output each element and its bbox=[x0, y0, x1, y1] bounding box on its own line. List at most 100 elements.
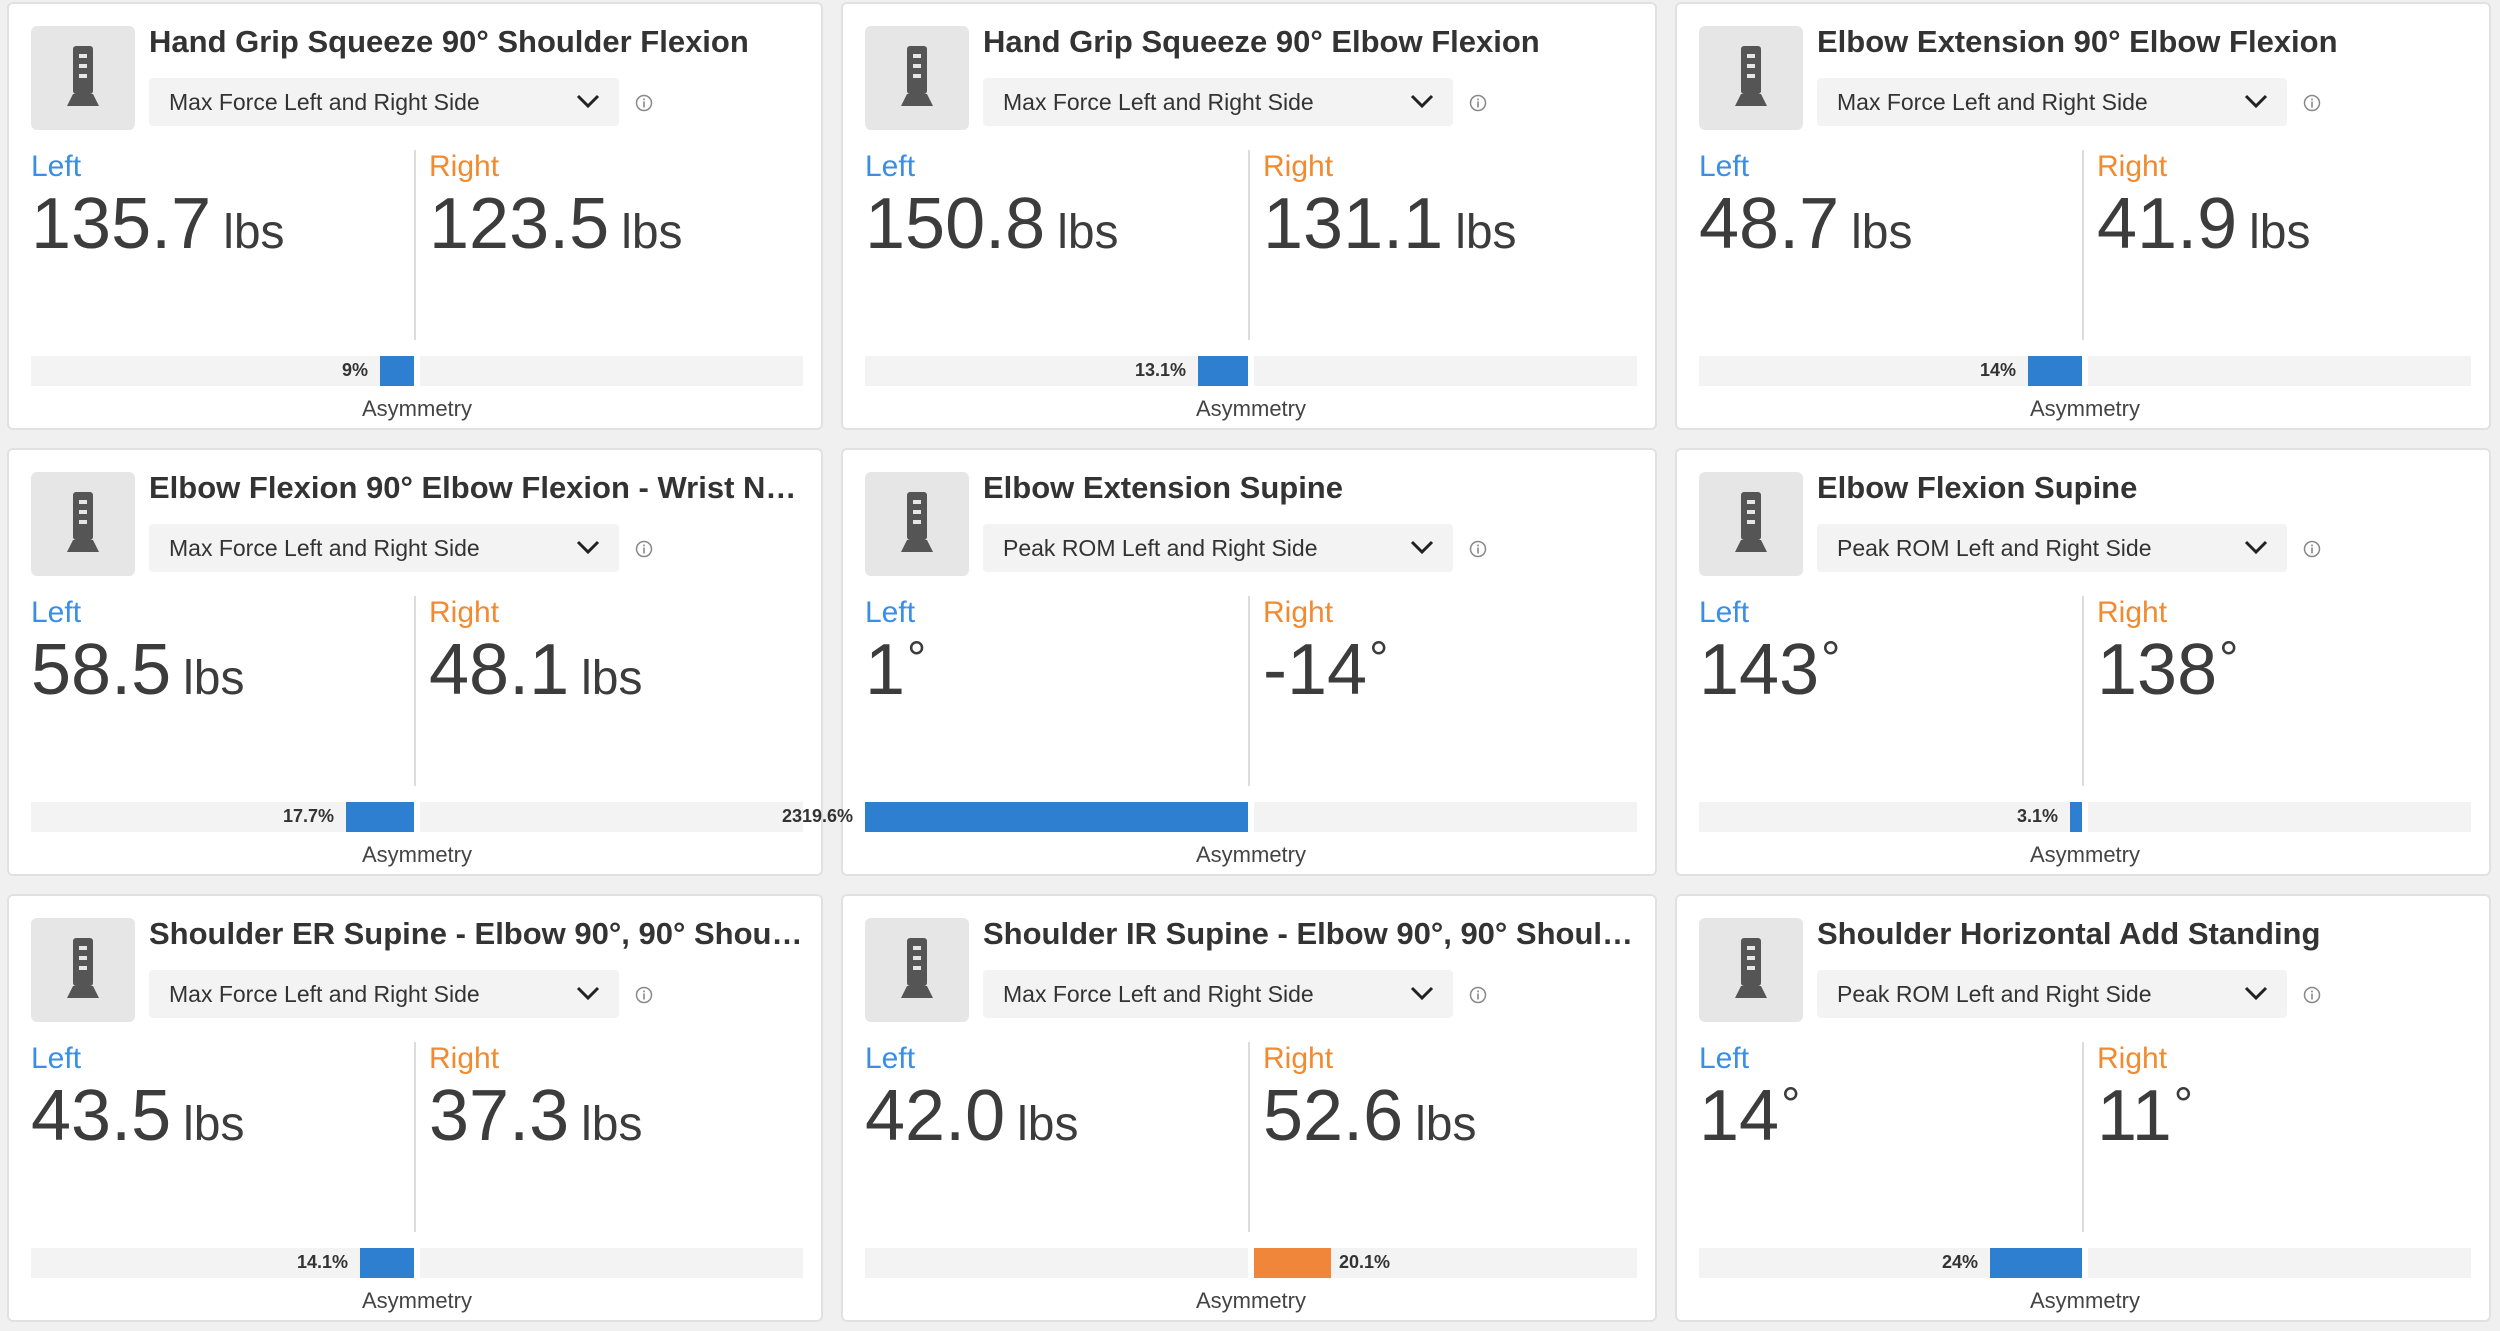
right-label: Right bbox=[1263, 1042, 1334, 1075]
chevron-down-icon bbox=[575, 90, 601, 112]
unit-label: lbs bbox=[1017, 1098, 1079, 1151]
test-title: Shoulder Horizontal Add Standing bbox=[1817, 916, 2321, 951]
unit-label: ° bbox=[1821, 633, 1841, 686]
asymmetry-bar bbox=[360, 1248, 414, 1278]
test-card: Shoulder IR Supine - Elbow 90°, 90° Shou… bbox=[841, 894, 1657, 1322]
chevron-down-icon bbox=[575, 536, 601, 558]
unit-label: lbs bbox=[2249, 206, 2311, 259]
right-value-number: -14 bbox=[1263, 630, 1368, 710]
left-label: Left bbox=[31, 1042, 82, 1075]
info-icon[interactable] bbox=[635, 540, 653, 558]
info-icon[interactable] bbox=[635, 94, 653, 112]
test-card: Hand Grip Squeeze 90° Shoulder Flexion Ma… bbox=[7, 2, 823, 430]
chevron-down-icon bbox=[2243, 536, 2269, 558]
unit-label: lbs bbox=[581, 652, 643, 705]
metric-select[interactable]: Peak ROM Left and Right Side bbox=[1817, 970, 2287, 1018]
metric-select[interactable]: Max Force Left and Right Side bbox=[983, 78, 1453, 126]
right-label: Right bbox=[429, 150, 500, 183]
metric-select[interactable]: Peak ROM Left and Right Side bbox=[1817, 524, 2287, 572]
asymmetry-percent: 20.1% bbox=[1339, 1252, 1391, 1272]
test-title: Shoulder ER Supine - Elbow 90°, 90° Shou… bbox=[149, 916, 805, 951]
device-tile bbox=[865, 26, 969, 130]
test-title: Hand Grip Squeeze 90° Shoulder Flexion bbox=[149, 24, 749, 59]
info-icon[interactable] bbox=[1469, 94, 1487, 112]
unit-label: lbs bbox=[1415, 1098, 1477, 1151]
unit-label: lbs bbox=[581, 1098, 643, 1151]
left-value-number: 1 bbox=[865, 630, 906, 710]
asymmetry-track-right bbox=[2088, 802, 2471, 832]
asymmetry-label: Asymmetry bbox=[1196, 396, 1306, 421]
unit-label: ° bbox=[2219, 633, 2239, 686]
device-tile bbox=[1699, 472, 1803, 576]
metric-select[interactable]: Max Force Left and Right Side bbox=[149, 524, 619, 572]
device-tile bbox=[865, 918, 969, 1022]
asymmetry-track-left bbox=[31, 1248, 414, 1278]
left-value-number: 143 bbox=[1699, 630, 1820, 710]
metric-select[interactable]: Peak ROM Left and Right Side bbox=[983, 524, 1453, 572]
left-value-number: 14 bbox=[1699, 1076, 1780, 1156]
metric-select-label: Peak ROM Left and Right Side bbox=[1837, 534, 2152, 561]
test-title: Shoulder IR Supine - Elbow 90°, 90° Shou… bbox=[983, 916, 1639, 951]
right-value: 138° bbox=[2097, 633, 2239, 706]
load-cell-icon bbox=[1731, 936, 1771, 1005]
left-value: 14° bbox=[1699, 1079, 1800, 1152]
asymmetry-track-left bbox=[865, 1248, 1248, 1278]
divider bbox=[414, 1042, 416, 1232]
info-icon[interactable] bbox=[2303, 540, 2321, 558]
asymmetry-track-right bbox=[420, 356, 803, 386]
info-icon[interactable] bbox=[2303, 986, 2321, 1004]
asymmetry-bar bbox=[2070, 802, 2082, 832]
asymmetry-label: Asymmetry bbox=[2030, 1288, 2140, 1313]
asymmetry-label: Asymmetry bbox=[2030, 842, 2140, 867]
right-label: Right bbox=[1263, 150, 1334, 183]
asymmetry-track-left bbox=[31, 356, 414, 386]
asymmetry-track-left bbox=[865, 356, 1248, 386]
unit-label: lbs bbox=[1851, 206, 1913, 259]
right-label: Right bbox=[1263, 596, 1334, 629]
asymmetry-percent: 14% bbox=[1979, 360, 2016, 380]
right-value: 123.5 lbs bbox=[429, 188, 683, 260]
right-value: 131.1 lbs bbox=[1263, 188, 1517, 260]
asymmetry-percent: 3.1% bbox=[2016, 806, 2058, 826]
asymmetry-track-right bbox=[1254, 356, 1637, 386]
right-label: Right bbox=[429, 1042, 500, 1075]
info-icon[interactable] bbox=[635, 986, 653, 1004]
info-icon[interactable] bbox=[1469, 986, 1487, 1004]
info-icon[interactable] bbox=[1469, 540, 1487, 558]
asymmetry-percent: 14.1% bbox=[296, 1252, 348, 1272]
metric-select[interactable]: Max Force Left and Right Side bbox=[149, 970, 619, 1018]
left-value-number: 42.0 bbox=[865, 1076, 1006, 1156]
load-cell-icon bbox=[897, 936, 937, 1005]
info-icon[interactable] bbox=[2303, 94, 2321, 112]
asymmetry-track-left bbox=[1699, 356, 2082, 386]
asymmetry-bar bbox=[346, 802, 414, 832]
right-value-number: 138 bbox=[2097, 630, 2218, 710]
asymmetry-bar bbox=[865, 802, 1248, 832]
right-label: Right bbox=[2097, 596, 2168, 629]
left-value: 58.5 lbs bbox=[31, 634, 245, 706]
metric-select-label: Max Force Left and Right Side bbox=[169, 980, 480, 1007]
asymmetry-label: Asymmetry bbox=[362, 842, 472, 867]
chevron-down-icon bbox=[1409, 90, 1435, 112]
unit-label: lbs bbox=[1057, 206, 1119, 259]
metric-select[interactable]: Max Force Left and Right Side bbox=[983, 970, 1453, 1018]
divider bbox=[1248, 150, 1250, 340]
test-title: Elbow Flexion Supine bbox=[1817, 470, 2138, 505]
right-value-number: 131.1 bbox=[1263, 184, 1444, 264]
left-value-number: 150.8 bbox=[865, 184, 1046, 264]
right-value: 37.3 lbs bbox=[429, 1080, 643, 1152]
test-card: Hand Grip Squeeze 90° Elbow Flexion Max F… bbox=[841, 2, 1657, 430]
unit-label: lbs bbox=[223, 206, 285, 259]
asymmetry-percent: 2319.6% bbox=[781, 806, 853, 826]
asymmetry-label: Asymmetry bbox=[362, 1288, 472, 1313]
test-card: Elbow Flexion Supine Peak ROM Left and Ri… bbox=[1675, 448, 2491, 876]
load-cell-icon bbox=[63, 490, 103, 559]
metric-select-label: Max Force Left and Right Side bbox=[1003, 980, 1314, 1007]
metric-select[interactable]: Max Force Left and Right Side bbox=[149, 78, 619, 126]
metric-select[interactable]: Max Force Left and Right Side bbox=[1817, 78, 2287, 126]
device-tile bbox=[1699, 918, 1803, 1022]
asymmetry-label: Asymmetry bbox=[362, 396, 472, 421]
chevron-down-icon bbox=[2243, 90, 2269, 112]
test-card: Elbow Extension Supine Peak ROM Left and … bbox=[782, 448, 1657, 876]
asymmetry-percent: 17.7% bbox=[282, 806, 334, 826]
